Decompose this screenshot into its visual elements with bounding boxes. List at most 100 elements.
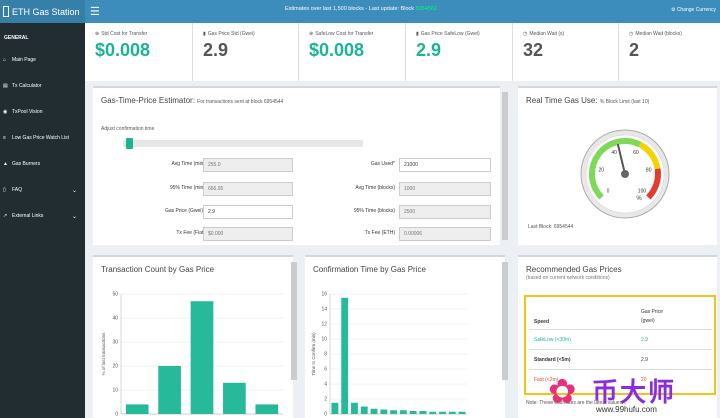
tx-fee-eth-field[interactable]: 0.00006 (399, 227, 491, 241)
tx-count-scrollbar[interactable] (291, 262, 297, 380)
last-block-link[interactable]: 6954561 (415, 6, 437, 12)
estimates-status: Estimates over last 1,500 blocks - Last … (285, 6, 437, 12)
gear-icon: ⚙ (670, 7, 676, 13)
conf-time-scrollbar[interactable] (502, 262, 508, 380)
bar[interactable] (458, 411, 466, 414)
conf-time-title: Confirmation Time by Gas Price (313, 265, 426, 274)
sidebar-item-txpool-vision[interactable]: ◉ TxPool Vision (0, 99, 85, 125)
sidebar-item-main-page[interactable]: ⌂ Main Page (0, 47, 85, 73)
conf-time-panel: Confirmation Time by Gas Price 0 2 4 6 8 10 12… (305, 255, 505, 418)
watermark-brand: 币大师 (592, 378, 677, 408)
bar[interactable] (223, 382, 246, 414)
y-tick-label: 40 (112, 316, 118, 322)
bar[interactable] (439, 411, 446, 414)
pct-time-min-field[interactable]: 666.95 (203, 182, 293, 196)
change-currency-button[interactable]: ⚙ Change Currency (671, 7, 716, 13)
speed-standard: Standard (<5m) (534, 357, 571, 363)
bar[interactable] (341, 297, 349, 414)
gas-icon: ▮ (203, 31, 206, 37)
estimator-scrollbar[interactable] (502, 92, 508, 240)
bar[interactable] (370, 408, 378, 414)
gauge-tick-label: 20 (599, 168, 605, 174)
recommended-table: Speed Gas Price (gwei) SafeLow (<30m) 2.… (524, 295, 716, 395)
confirmation-time-slider[interactable] (123, 138, 363, 149)
stat-value: 32 (523, 40, 544, 60)
stat-label: ◷ Median Wait (s) (523, 31, 618, 37)
y-tick-label: 6 (324, 367, 327, 373)
y-tick-label: 4 (324, 382, 327, 388)
stat-label: ⊕ SafeLow Cost for Transfer (309, 31, 405, 37)
tx-count-panel: Transaction Count by Gas Price 0 10 20 30 40… (93, 255, 293, 418)
pct-time-blocks-field[interactable]: 2500 (399, 205, 491, 219)
table-divider (529, 369, 712, 370)
avg-time-blocks-field[interactable]: 1000 (399, 182, 491, 196)
gas-price-input[interactable]: 2.9 (203, 205, 293, 219)
sidebar-item-label: Gas Burners (12, 161, 41, 167)
sidebar-item-faq[interactable]: ▯ FAQ ⌄ (0, 177, 85, 203)
stat-tile: ⊕ Std Cost for Transfer $0.008 (85, 23, 192, 81)
gauge-tick-label: 100 (638, 188, 647, 194)
fire-icon: ▲ (3, 161, 8, 167)
table-divider (529, 349, 712, 350)
bar[interactable] (360, 406, 368, 415)
dollar-icon: ⊕ (95, 31, 100, 37)
bar[interactable] (429, 411, 437, 414)
bar[interactable] (380, 409, 388, 415)
stats-tiles: ⊕ Std Cost for Transfer $0.008 ▮ Gas Price S… (85, 23, 720, 81)
bar[interactable] (255, 404, 279, 414)
gas-used-label: Gas Used* (370, 161, 395, 167)
table-divider (529, 329, 712, 330)
sidebar-item-low-gas-price-watch-list[interactable]: ≡ Low Gas Price Watch List (0, 125, 85, 151)
sidebar-item-tx-calculator[interactable]: ▤ Tx Calculator (0, 73, 85, 99)
stat-label-text: Gas Price SafeLow (Gwei) (420, 31, 480, 37)
stat-tile: ◷ Median Wait (blocks) 2 (618, 23, 720, 81)
gas-icon: ▮ (416, 31, 419, 37)
bar[interactable] (351, 402, 358, 414)
speed-safelow: SafeLow (<30m) (534, 337, 571, 343)
bar[interactable] (158, 366, 181, 414)
gauge-unit: % (636, 196, 642, 202)
gauge-band (638, 141, 661, 170)
chevron-down-icon: ⌄ (71, 187, 77, 194)
nav-section-header: GENERAL (4, 35, 29, 41)
adjust-label: Adjust confirmation time (101, 126, 155, 132)
tx-fee-fiat-label: Tx Fee (Fiat) (176, 230, 205, 236)
gas-used-input[interactable]: 21000 (399, 158, 491, 172)
bar[interactable] (390, 410, 398, 414)
col-speed-header: Speed (534, 319, 550, 325)
bar[interactable] (409, 411, 417, 414)
avg-time-min-field[interactable]: 255.0 (203, 158, 293, 172)
bar[interactable] (125, 404, 149, 414)
stat-tile: ⊕ SafeLow Cost for Transfer $0.008 (298, 23, 405, 81)
y-tick-label: 12 (321, 322, 327, 328)
gas-use-gauge: 0 20 40 60 80 100% (580, 129, 670, 219)
gauge-needle (616, 143, 626, 175)
top-navbar: ☰ Estimates over last 1,500 blocks - Las… (85, 0, 720, 23)
bar[interactable] (448, 411, 456, 414)
bar[interactable] (419, 411, 427, 414)
sidebar-item-external-links[interactable]: ↗ External Links ⌄ (0, 203, 85, 229)
brand[interactable]: ETH Gas Station (0, 0, 85, 23)
stat-tile: ▮ Gas Price Std (Gwei) 2.9 (192, 23, 298, 81)
bar[interactable] (331, 402, 339, 414)
slider-handle[interactable] (126, 138, 133, 149)
sidebar: ETH Gas Station GENERAL ⌂ Main Page ▤ Tx Ca… (0, 0, 85, 418)
sidebar-item-label: Tx Calculator (12, 83, 42, 89)
gauge-band (646, 168, 661, 200)
gauge-band (589, 138, 642, 200)
bar[interactable] (190, 301, 214, 414)
watermark: ✿ 币大师 www.99hufu.com (540, 370, 720, 418)
estimator-title: Gas-Time-Price Estimator: For transactio… (101, 96, 284, 105)
gas-pump-logo-icon (3, 6, 9, 17)
dollar-icon: ⊕ (309, 31, 314, 37)
stat-label: ▮ Gas Price SafeLow (Gwei) (416, 31, 512, 37)
sidebar-item-gas-burners[interactable]: ▲ Gas Burners (0, 151, 85, 177)
watermark-url: www.99hufu.com (596, 405, 657, 414)
bar[interactable] (399, 410, 407, 414)
stat-label: ▮ Gas Price Std (Gwei) (203, 31, 298, 37)
home-icon: ⌂ (3, 57, 7, 63)
estimates-text: Estimates over last 1,500 blocks - Last … (285, 6, 415, 12)
tx-fee-fiat-field[interactable]: $0.000 (203, 227, 293, 241)
recommended-panel: Recommended Gas Prices (based on current… (518, 255, 717, 418)
hamburger-menu-icon[interactable]: ☰ (90, 6, 100, 18)
